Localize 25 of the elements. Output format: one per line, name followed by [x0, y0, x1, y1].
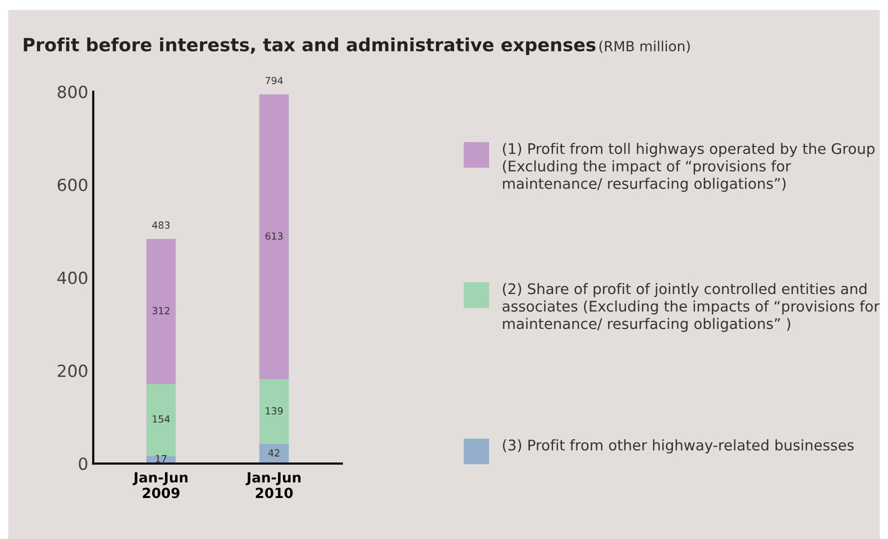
chart-title: Profit before interests, tax and administrative expenses	[24, 37, 596, 55]
x-tick-label: Jan-Jun 2010	[246, 472, 301, 498]
data-label: 154	[152, 415, 170, 423]
x-tick-label: Jan-Jun 2009	[132, 472, 188, 498]
text: (RMB million)	[599, 40, 690, 54]
y-tick-label: 800	[58, 86, 88, 98]
data-label: 613	[265, 232, 283, 240]
y-tick-label: 400	[57, 272, 88, 284]
bar	[146, 384, 176, 456]
bar	[259, 379, 289, 444]
total-label: 483	[152, 221, 170, 229]
legend-label: (1) Profit from toll highways operated by the Group (Excluding the impact of “provisions for maintenance/ resurfacing obligations”)	[502, 142, 874, 192]
data-label: 17	[156, 455, 166, 462]
bar	[146, 239, 176, 384]
legend-label: (3) Profit from other highway-related businesses	[502, 439, 854, 454]
y-tick-label: 600	[58, 178, 88, 192]
bar	[259, 94, 289, 380]
total-label: 794	[266, 76, 283, 84]
y-tick-label: 200	[58, 364, 88, 378]
data-label: 312	[152, 306, 170, 314]
legend-label: (2) Share of profit of jointly controlled entities and associates (Excluding the impacts of “provisions for maintenance/ resurfacing obligations” )	[502, 282, 880, 332]
bar	[259, 444, 289, 464]
data-label: 139	[266, 407, 283, 415]
data-label: 42	[268, 449, 280, 456]
y-tick-label: 0	[78, 458, 88, 470]
